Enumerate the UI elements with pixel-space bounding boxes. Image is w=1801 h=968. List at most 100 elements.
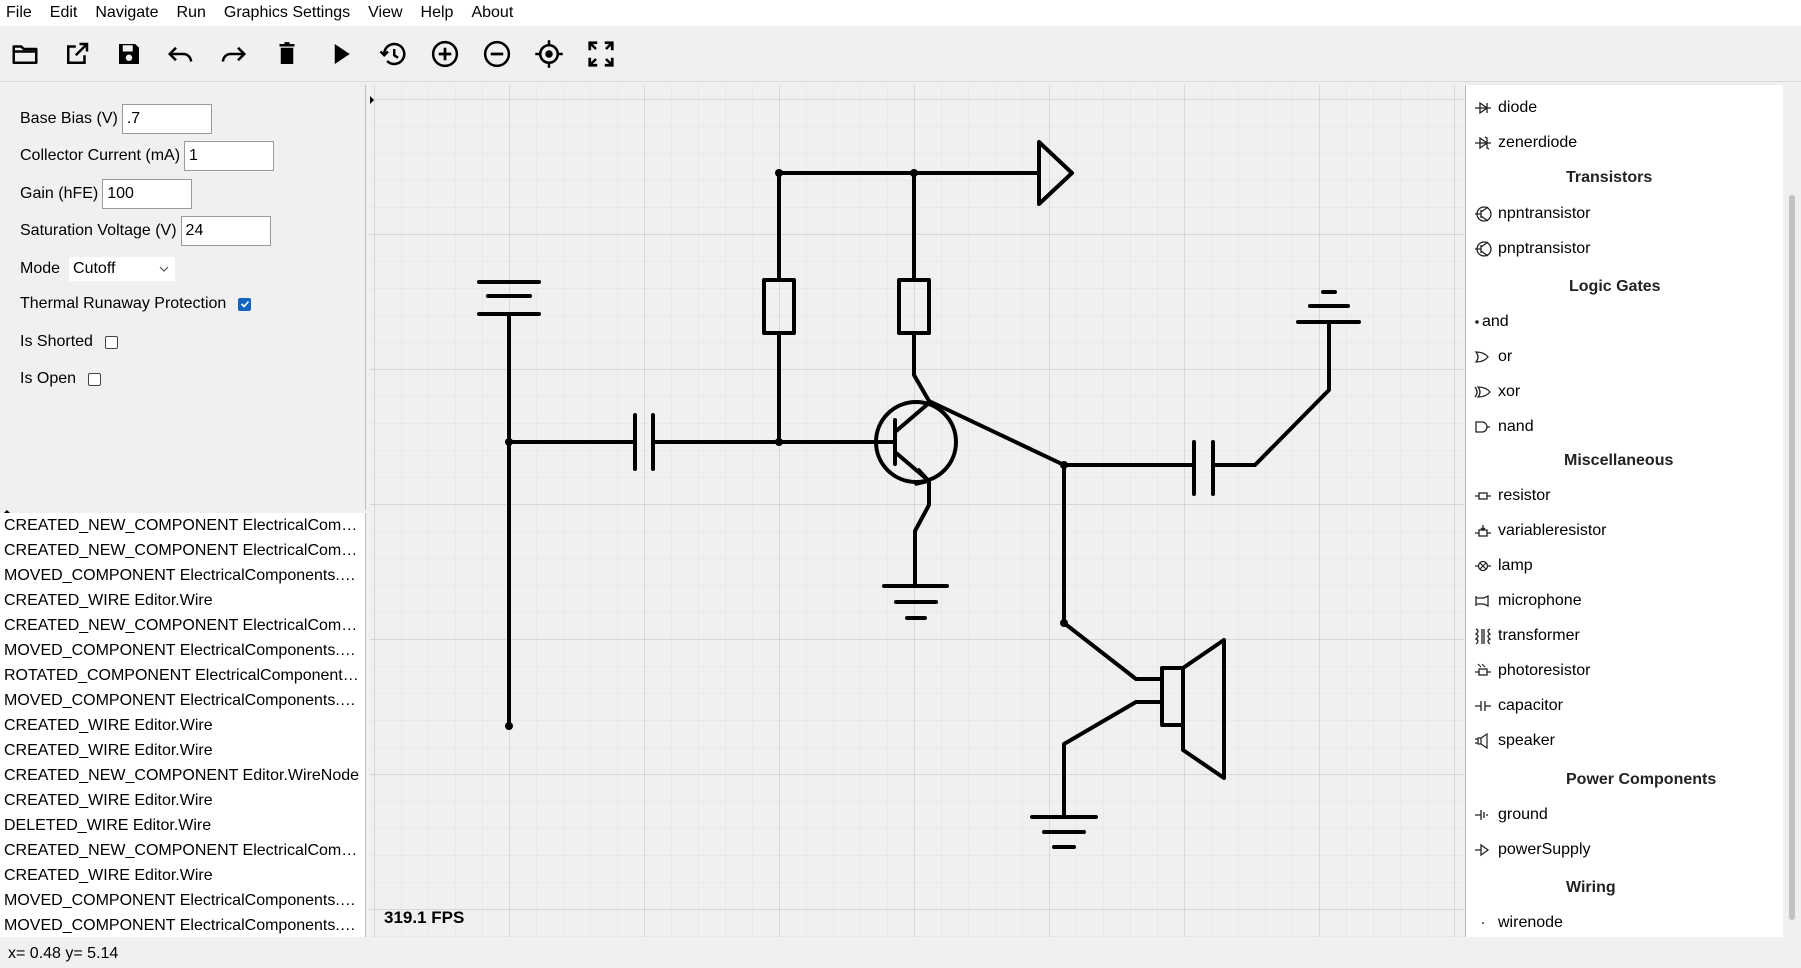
xor-gate-icon — [1474, 383, 1496, 401]
export-button[interactable] — [60, 37, 94, 71]
ground-symbol-speaker[interactable] — [1030, 815, 1098, 849]
log-item[interactable]: ROTATED_COMPONENT ElectricalComponents.G… — [4, 667, 365, 684]
capacitor-output[interactable] — [1192, 440, 1215, 496]
is-open-checkbox[interactable] — [88, 372, 102, 386]
log-item[interactable]: CREATED_WIRE Editor.Wire — [4, 867, 213, 884]
palette-item-speaker[interactable]: speaker — [1474, 729, 1555, 753]
palette-item-variableresistor[interactable]: variableresistor — [1474, 519, 1606, 543]
log-item[interactable]: CREATED_WIRE Editor.Wire — [4, 592, 213, 609]
circuit-diagram[interactable] — [370, 85, 1464, 937]
output-terminal[interactable] — [1002, 140, 1074, 206]
checkmark-icon — [240, 300, 249, 308]
log-item[interactable]: CREATED_NEW_COMPONENT ElectricalComponen… — [4, 617, 366, 634]
resistor-collector[interactable] — [897, 278, 931, 335]
recenter-button[interactable] — [532, 37, 566, 71]
log-item[interactable]: CREATED_NEW_COMPONENT ElectricalComponen… — [4, 542, 366, 559]
ground-symbol-right[interactable] — [1296, 290, 1361, 324]
saturation-voltage-input[interactable] — [180, 216, 271, 246]
log-item[interactable]: MOVED_COMPONENT ElectricalComponents.Pho… — [4, 567, 366, 584]
palette-item-microphone[interactable]: microphone — [1474, 589, 1582, 613]
thermal-runaway-checkbox[interactable] — [238, 297, 252, 311]
log-item[interactable]: MOVED_COMPONENT ElectricalComponents.Pho… — [4, 917, 366, 934]
menu-graphics-settings[interactable]: Graphics Settings — [223, 4, 351, 21]
log-item[interactable]: CREATED_WIRE Editor.Wire — [4, 742, 213, 759]
palette-item-powersupply[interactable]: powerSupply — [1474, 838, 1591, 862]
palette-item-nand[interactable]: nand — [1474, 415, 1534, 439]
wire-speaker-bottom[interactable] — [1062, 700, 1164, 819]
collector-current-input[interactable] — [184, 141, 275, 171]
log-item[interactable]: CREATED_WIRE Editor.Wire — [4, 717, 213, 734]
zoom-out-button[interactable] — [480, 37, 514, 71]
action-log-list[interactable]: CREATED_NEW_COMPONENT ElectricalComponen… — [0, 513, 366, 937]
palette-item-lamp[interactable]: lamp — [1474, 554, 1533, 578]
palette-item-wirenode[interactable]: wirenode — [1474, 911, 1563, 935]
npn-transistor[interactable] — [787, 400, 958, 588]
save-button[interactable] — [112, 37, 146, 71]
menu-run[interactable]: Run — [176, 4, 206, 21]
log-item[interactable]: MOVED_COMPONENT ElectricalComponents.Mic… — [4, 642, 365, 659]
log-item[interactable]: DELETED_WIRE Editor.Wire — [4, 817, 212, 834]
palette-item-transformer[interactable]: transformer — [1474, 624, 1580, 648]
log-item[interactable]: MOVED_COMPONENT ElectricalComponents.Pho… — [4, 892, 366, 909]
palette-item-pnptransistor[interactable]: pnptransistor — [1474, 237, 1591, 261]
palette-item-photoresistor[interactable]: photoresistor — [1474, 659, 1591, 683]
toolbar — [0, 26, 1801, 82]
wire-output-right[interactable] — [1211, 320, 1331, 467]
menu-edit[interactable]: Edit — [49, 4, 78, 21]
log-item[interactable]: MOVED_COMPONENT ElectricalComponents.Gro… — [4, 692, 366, 709]
palette-item-capacitor[interactable]: capacitor — [1474, 694, 1563, 718]
powersupply-icon — [1474, 841, 1496, 859]
circuit-canvas[interactable]: 319.1 FPS — [370, 85, 1464, 937]
zoom-in-button[interactable] — [428, 37, 462, 71]
wire-speaker-top[interactable] — [1062, 463, 1164, 681]
gain-input[interactable] — [102, 179, 193, 209]
ground-symbol-left[interactable] — [477, 280, 541, 728]
fullscreen-button[interactable] — [584, 37, 618, 71]
run-button[interactable] — [324, 37, 358, 71]
redo-button[interactable] — [216, 37, 250, 71]
menu-help[interactable]: Help — [420, 4, 454, 21]
ground-symbol-emitter[interactable] — [882, 584, 949, 620]
wire-collector-node[interactable] — [927, 399, 1066, 467]
palette-item-xor[interactable]: xor — [1474, 380, 1520, 404]
is-shorted-label: Is Shorted — [20, 333, 93, 350]
speaker[interactable] — [1160, 638, 1226, 780]
palette-scrollbar-thumb[interactable] — [1789, 195, 1795, 920]
palette-item-label: and — [1482, 313, 1509, 330]
history-button[interactable] — [376, 37, 410, 71]
panel-splitter[interactable] — [0, 505, 366, 517]
palette-item-zenerdiode[interactable]: zenerdiode — [1474, 131, 1577, 155]
palette-item-resistor[interactable]: resistor — [1474, 484, 1550, 508]
saturation-voltage-row: Saturation Voltage (V) — [20, 216, 271, 246]
menu-about[interactable]: About — [471, 4, 514, 21]
menu-navigate[interactable]: Navigate — [95, 4, 159, 21]
palette-item-or[interactable]: or — [1474, 345, 1512, 369]
undo-button[interactable] — [164, 37, 198, 71]
palette-item-and[interactable]: and — [1474, 310, 1509, 334]
zenerdiode-icon — [1474, 134, 1496, 152]
palette-scrollbar[interactable] — [1783, 85, 1801, 937]
palette-item-ground[interactable]: ground — [1474, 803, 1548, 827]
mode-select[interactable]: Cutoff — [68, 256, 177, 282]
log-item[interactable]: CREATED_NEW_COMPONENT ElectricalComponen… — [4, 842, 366, 859]
log-item[interactable]: CREATED_NEW_COMPONENT Editor.WireNode — [4, 767, 360, 784]
wire-junction — [775, 438, 783, 446]
palette-item-npntransistor[interactable]: npntransistor — [1474, 202, 1591, 226]
log-item[interactable]: CREATED_WIRE Editor.Wire — [4, 792, 213, 809]
palette-item-diode[interactable]: diode — [1474, 96, 1537, 120]
log-item[interactable]: CREATED_NEW_COMPONENT ElectricalComponen… — [4, 517, 365, 534]
menu-file[interactable]: File — [6, 4, 32, 21]
wire-collector[interactable] — [912, 171, 931, 403]
base-bias-input[interactable] — [121, 104, 212, 134]
delete-button[interactable] — [270, 37, 304, 71]
capacitor-icon — [1474, 697, 1496, 715]
resistor-bias[interactable] — [762, 278, 796, 335]
collapse-arrow-icon[interactable] — [370, 95, 374, 105]
is-shorted-checkbox[interactable] — [104, 335, 118, 349]
palette-item-label: resistor — [1498, 487, 1551, 504]
open-folder-button[interactable] — [8, 37, 42, 71]
base-bias-label: Base Bias (V) — [20, 110, 118, 127]
menu-view[interactable]: View — [368, 4, 403, 21]
fullscreen-icon — [588, 41, 614, 67]
palette-item-label: photoresistor — [1498, 662, 1591, 679]
